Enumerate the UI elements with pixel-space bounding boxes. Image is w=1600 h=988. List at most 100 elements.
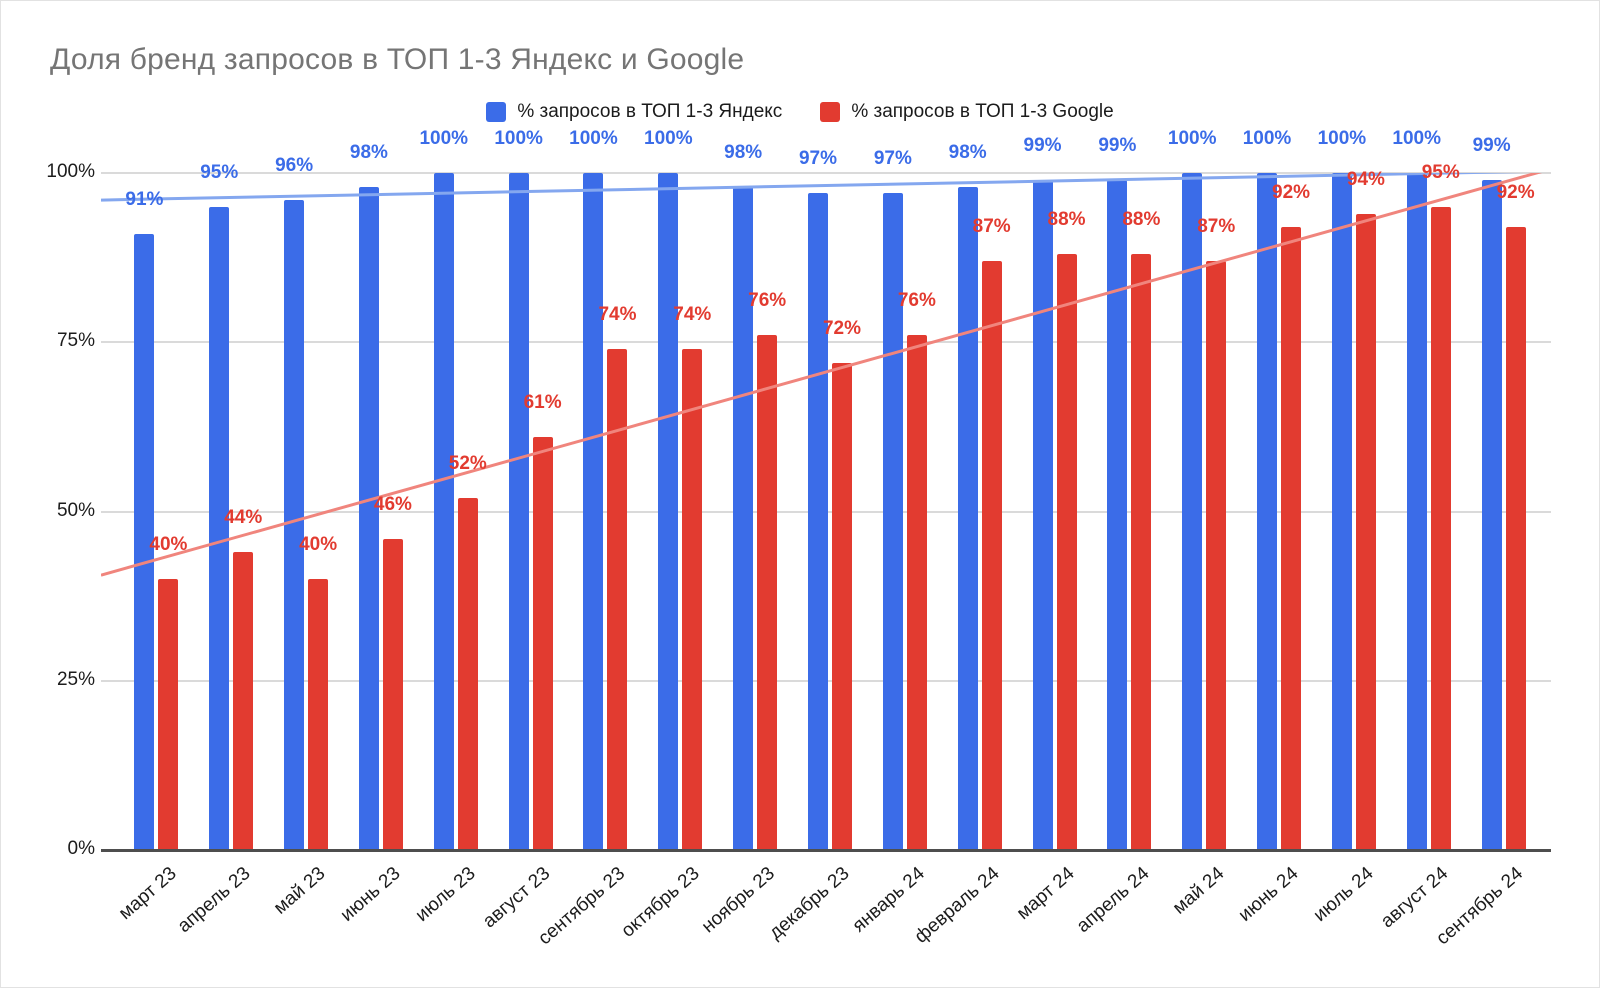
bar-yandex: [1406, 173, 1427, 850]
bar-yandex: [134, 233, 155, 850]
bar-yandex: [583, 173, 604, 850]
y-tick-label: 75%: [56, 330, 95, 352]
bar-label-google: 87%: [1197, 216, 1236, 237]
bar-label-google: 94%: [1346, 168, 1385, 190]
bar-yandex: [957, 186, 978, 850]
bar-google: [757, 335, 778, 850]
bar-label-yandex: 100%: [1392, 128, 1442, 149]
bar-label-yandex: 99%: [1023, 134, 1062, 156]
bar-label-yandex: 98%: [948, 141, 987, 163]
legend: % запросов в ТОП 1-3 Яндекс % запросов в…: [1, 101, 1599, 123]
bar-label-google: 88%: [1047, 209, 1086, 231]
bar-label-google: 74%: [598, 304, 637, 326]
bar-label-google: 40%: [149, 534, 188, 556]
bar-google: [981, 261, 1002, 850]
y-tick-label: 100%: [46, 161, 95, 182]
trendlines-layer: [101, 173, 1543, 577]
gridline-100: [101, 172, 1551, 174]
bar-google: [682, 349, 703, 850]
bar-yandex: [358, 186, 379, 850]
bar-yandex: [1107, 179, 1128, 850]
bar-label-yandex: 100%: [1167, 128, 1217, 149]
bar-label-yandex: 96%: [275, 155, 314, 177]
bar-label-google: 95%: [1421, 161, 1460, 183]
bar-label-yandex: 100%: [569, 128, 618, 149]
bar-label-google: 76%: [897, 290, 936, 312]
bar-google: [457, 497, 478, 850]
bar-google: [1206, 261, 1227, 850]
bar-yandex: [1257, 173, 1278, 850]
bar-label-google: 92%: [1272, 182, 1311, 204]
legend-item-yandex[interactable]: % запросов в ТОП 1-3 Яндекс: [486, 101, 782, 123]
bar-google: [1056, 254, 1077, 850]
bar-yandex: [284, 200, 305, 850]
x-tick-label: март 23: [114, 863, 181, 925]
bar-yandex: [209, 206, 230, 850]
x-tick-label: июнь 24: [1234, 863, 1303, 926]
x-tick-label: май 24: [1168, 863, 1228, 919]
bar-google: [308, 579, 329, 850]
chart-title: Доля бренд запросов в ТОП 1-3 Яндекс и G…: [50, 43, 745, 76]
bar-google: [158, 579, 179, 850]
bar-yandex: [1331, 173, 1352, 850]
bar-label-yandex: 99%: [1472, 134, 1511, 156]
bar-yandex: [433, 173, 454, 850]
bar-label-google: 72%: [822, 317, 862, 339]
bar-label-yandex: 97%: [873, 148, 912, 170]
legend-label-yandex: % запросов в ТОП 1-3 Яндекс: [517, 101, 783, 122]
bar-yandex: [658, 173, 679, 850]
x-tick-label: май 23: [270, 863, 330, 919]
bar-google: [1355, 213, 1376, 850]
bar-google: [832, 362, 852, 850]
bar-yandex: [1032, 179, 1053, 850]
google-trendline: [101, 173, 1543, 577]
y-tick-label: 25%: [56, 668, 95, 690]
bar-label-google: 44%: [224, 507, 263, 529]
bar-label-google: 87%: [972, 216, 1011, 237]
x-tick-label: июнь 23: [336, 863, 405, 926]
x-tick-label: апрель 24: [1072, 863, 1154, 938]
bar-label-yandex: 100%: [494, 128, 543, 149]
bar-label-google: 92%: [1496, 182, 1535, 204]
bar-label-google: 74%: [673, 304, 712, 326]
legend-item-google[interactable]: % запросов в ТОП 1-3 Google: [820, 101, 1114, 123]
bar-label-google: 40%: [299, 534, 338, 556]
x-tick-label: март 24: [1012, 863, 1079, 925]
bar-label-yandex: 99%: [1098, 134, 1137, 156]
x-tick-label: июль 23: [411, 863, 480, 926]
bar-label-yandex: 95%: [200, 161, 239, 183]
bar-google: [1505, 227, 1526, 850]
plot-area: 91% 40% 95% 44% 96% 40% 98% 46% 100% 52% 100% 61% 10…: [101, 128, 1551, 852]
bar-google: [233, 552, 254, 850]
x-tick-label: июль 24: [1309, 863, 1378, 926]
bar-label-yandex: 98%: [349, 141, 388, 163]
bar-label-yandex: 98%: [724, 141, 763, 163]
bar-google: [1430, 206, 1451, 850]
legend-label-google: % запросов в ТОП 1-3 Google: [851, 101, 1114, 122]
y-tick-label: 0%: [67, 838, 95, 859]
bar-label-yandex: 100%: [1242, 128, 1292, 149]
bar-label-google: 76%: [748, 290, 787, 312]
bar-label-yandex: 100%: [419, 128, 469, 149]
bar-label-yandex: 100%: [644, 128, 693, 149]
y-tick-label: 50%: [56, 499, 95, 521]
x-tick-label: октябрь 23: [617, 863, 705, 942]
bar-label-google: 88%: [1122, 209, 1161, 231]
bar-google: [906, 335, 927, 850]
bar-google: [1131, 254, 1152, 850]
bar-google: [607, 349, 628, 850]
bar-google: [382, 538, 403, 850]
bar-label-yandex: 97%: [798, 148, 838, 170]
bar-yandex: [808, 193, 828, 850]
x-tick-label: декабрь 23: [765, 863, 854, 944]
x-tick-label: август 24: [1377, 863, 1453, 933]
bar-label-google: 46%: [373, 493, 412, 515]
bar-google: [1281, 227, 1302, 850]
bar-yandex: [882, 193, 903, 850]
bar-label-google: 52%: [448, 452, 487, 474]
yandex-trendline: [101, 173, 1525, 202]
x-axis-line: [101, 849, 1551, 852]
google-series-swatch-icon: [820, 102, 841, 122]
bar-yandex: [1182, 173, 1203, 850]
